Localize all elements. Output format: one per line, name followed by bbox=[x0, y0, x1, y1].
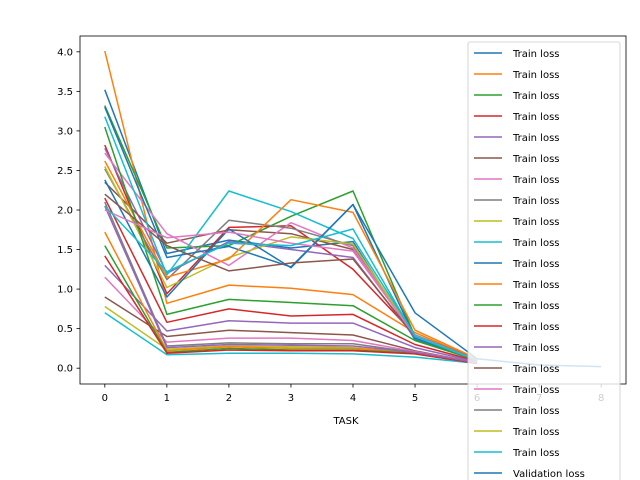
x-tick-label: 2 bbox=[226, 393, 232, 404]
x-tick-label: 0 bbox=[102, 393, 108, 404]
y-axis-ticks: 0.0 0.5 1.0 1.5 2.0 2.5 3.0 3.5 4.0 bbox=[57, 47, 80, 375]
legend-label: Train loss bbox=[512, 259, 560, 270]
legend-label: Train loss bbox=[512, 49, 560, 60]
series-line-11 bbox=[104, 160, 478, 360]
legend-label: Train loss bbox=[512, 280, 560, 291]
series-lines bbox=[104, 50, 602, 368]
legend-label: Train loss bbox=[512, 112, 560, 123]
series-line-23 bbox=[104, 255, 478, 365]
series-line-12 bbox=[104, 126, 478, 362]
legend-label: Train loss bbox=[512, 385, 560, 396]
series-line-1 bbox=[104, 50, 478, 361]
legend-label: Validation loss bbox=[513, 469, 585, 480]
x-tick-label: 5 bbox=[412, 393, 418, 404]
legend-label: Train loss bbox=[512, 217, 560, 228]
legend-label: Train loss bbox=[512, 301, 560, 312]
y-tick-label: 2.5 bbox=[57, 166, 73, 177]
series-line-14 bbox=[104, 264, 478, 363]
series-line-24 bbox=[104, 205, 478, 364]
legend-box bbox=[467, 41, 621, 480]
legend-label: Train loss bbox=[512, 364, 560, 375]
legend-label: Train loss bbox=[512, 238, 560, 249]
legend-label: Train loss bbox=[512, 322, 560, 333]
legend-label: Train loss bbox=[512, 427, 560, 438]
x-tick-label: 3 bbox=[288, 393, 294, 404]
y-tick-label: 1.0 bbox=[57, 285, 73, 296]
legend-label: Train loss bbox=[512, 175, 560, 186]
legend-label: Train loss bbox=[512, 154, 560, 165]
y-tick-label: 3.0 bbox=[57, 126, 73, 137]
y-tick-label: 1.5 bbox=[57, 245, 73, 256]
y-tick-label: 2.0 bbox=[57, 206, 73, 217]
y-tick-label: 0.5 bbox=[57, 324, 73, 335]
series-line-19 bbox=[104, 312, 478, 365]
legend: Train loss Train loss Train loss Train loss… bbox=[467, 41, 621, 480]
series-line-16 bbox=[104, 276, 478, 364]
legend-label: Train loss bbox=[512, 448, 560, 459]
y-tick-label: 4.0 bbox=[57, 47, 73, 58]
x-tick-label: 4 bbox=[350, 393, 356, 404]
series-line-13 bbox=[104, 197, 478, 362]
x-tick-label: 1 bbox=[164, 393, 170, 404]
y-tick-label: 3.5 bbox=[57, 87, 73, 98]
series-line-27 bbox=[104, 205, 478, 362]
legend-label: Train loss bbox=[512, 70, 560, 81]
legend-label: Train loss bbox=[512, 196, 560, 207]
legend-label: Train loss bbox=[512, 133, 560, 144]
x-axis-label: TASK bbox=[332, 416, 359, 427]
legend-label: Train loss bbox=[512, 406, 560, 417]
series-line-15 bbox=[104, 296, 478, 364]
legend-label: Train loss bbox=[512, 343, 560, 354]
y-tick-label: 0.0 bbox=[57, 364, 73, 375]
legend-label: Train loss bbox=[512, 91, 560, 102]
